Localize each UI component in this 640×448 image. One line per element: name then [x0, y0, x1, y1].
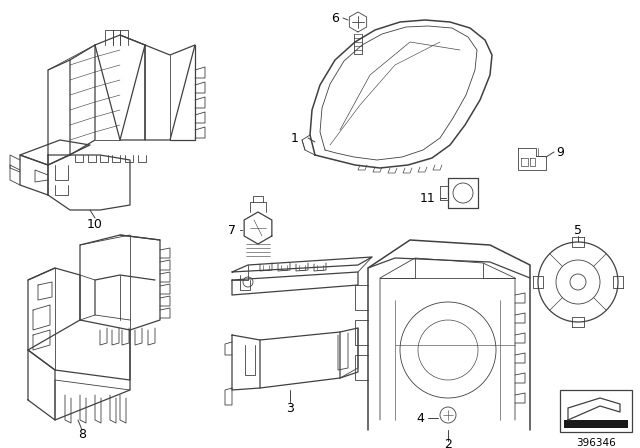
Text: 396346: 396346	[576, 438, 616, 448]
Text: 9: 9	[556, 146, 564, 159]
Text: 5: 5	[574, 224, 582, 237]
Text: 4: 4	[416, 412, 424, 425]
Text: 10: 10	[87, 219, 103, 232]
Text: 6: 6	[331, 12, 339, 25]
Text: 1: 1	[291, 132, 299, 145]
Text: 2: 2	[444, 439, 452, 448]
Bar	[560, 390, 632, 432]
Text: 3: 3	[286, 401, 294, 414]
Text: 7: 7	[228, 224, 236, 237]
Text: 8: 8	[78, 428, 86, 441]
Text: 11: 11	[420, 191, 436, 204]
Bar	[564, 420, 628, 428]
